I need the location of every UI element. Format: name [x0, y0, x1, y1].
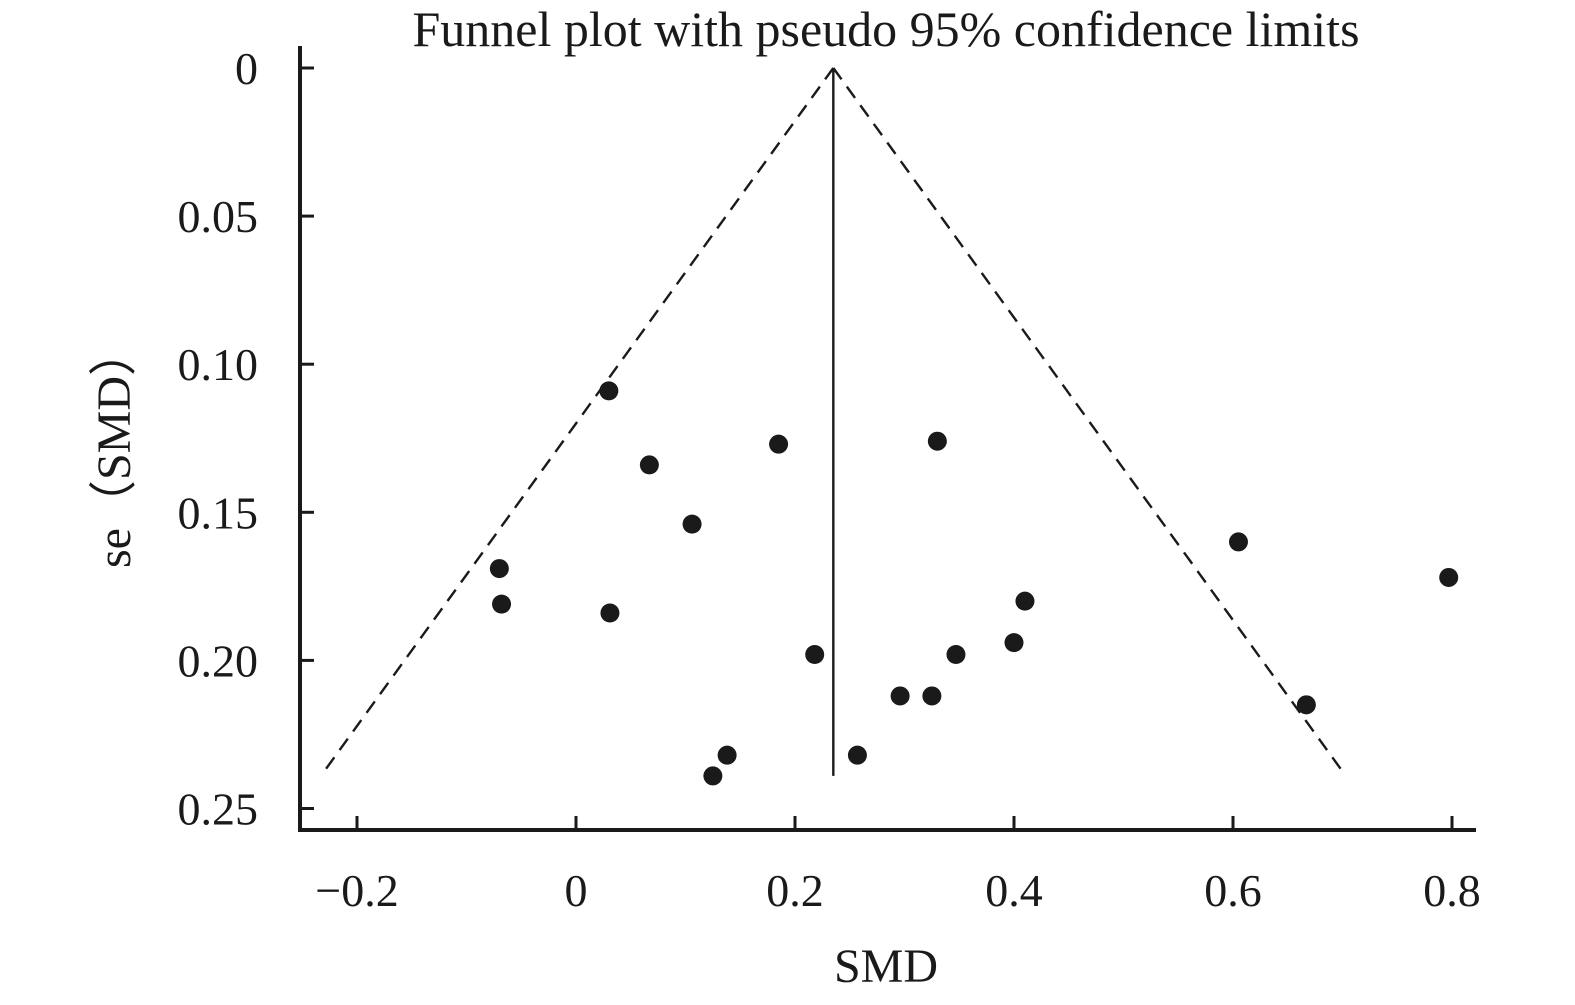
data-point: [1296, 695, 1316, 715]
x-tick-label: 0.6: [1204, 865, 1262, 916]
x-axis-label: SMD: [834, 940, 938, 993]
study-points: [489, 381, 1459, 786]
y-axis-ticks: 0 0.05 0.10 0.15 0.20 0.25: [178, 43, 314, 835]
data-point: [489, 559, 509, 579]
y-tick-label: 0.05: [178, 191, 259, 242]
funnel-lines: [319, 67, 1347, 777]
data-point: [927, 431, 947, 451]
data-point: [639, 455, 659, 475]
upper-confidence-limit: [832, 67, 1347, 777]
data-point: [847, 745, 867, 765]
y-tick-label: 0.20: [178, 635, 259, 686]
y-tick-label: 0.10: [178, 339, 259, 390]
y-axis-label: se（SMD）: [88, 328, 141, 568]
data-point: [1004, 633, 1024, 653]
axes: [298, 46, 1476, 832]
chart-title: Funnel plot with pseudo 95% confidence l…: [412, 1, 1359, 57]
data-point: [769, 434, 789, 454]
data-point: [890, 686, 910, 706]
y-tick-label: 0: [235, 43, 258, 94]
data-point: [805, 644, 825, 664]
lower-confidence-limit: [319, 67, 835, 777]
y-tick-label: 0.25: [178, 784, 259, 835]
x-tick-label: 0.2: [766, 865, 824, 916]
data-point: [946, 644, 966, 664]
x-tick-label: −0.2: [315, 865, 398, 916]
data-point: [703, 766, 723, 786]
x-axis-ticks: −0.2 0 0.2 0.4 0.6 0.8: [315, 816, 1481, 916]
y-tick-label: 0.15: [178, 487, 259, 538]
data-point: [1439, 567, 1459, 587]
x-tick-label: 0: [565, 865, 588, 916]
data-point: [1015, 591, 1035, 611]
x-tick-label: 0.4: [985, 865, 1043, 916]
data-point: [492, 594, 512, 614]
data-point: [682, 514, 702, 534]
data-point: [600, 603, 620, 623]
x-tick-label: 0.8: [1423, 865, 1481, 916]
data-point: [599, 381, 619, 401]
data-point: [922, 686, 942, 706]
data-point: [1228, 532, 1248, 552]
data-point: [717, 745, 737, 765]
